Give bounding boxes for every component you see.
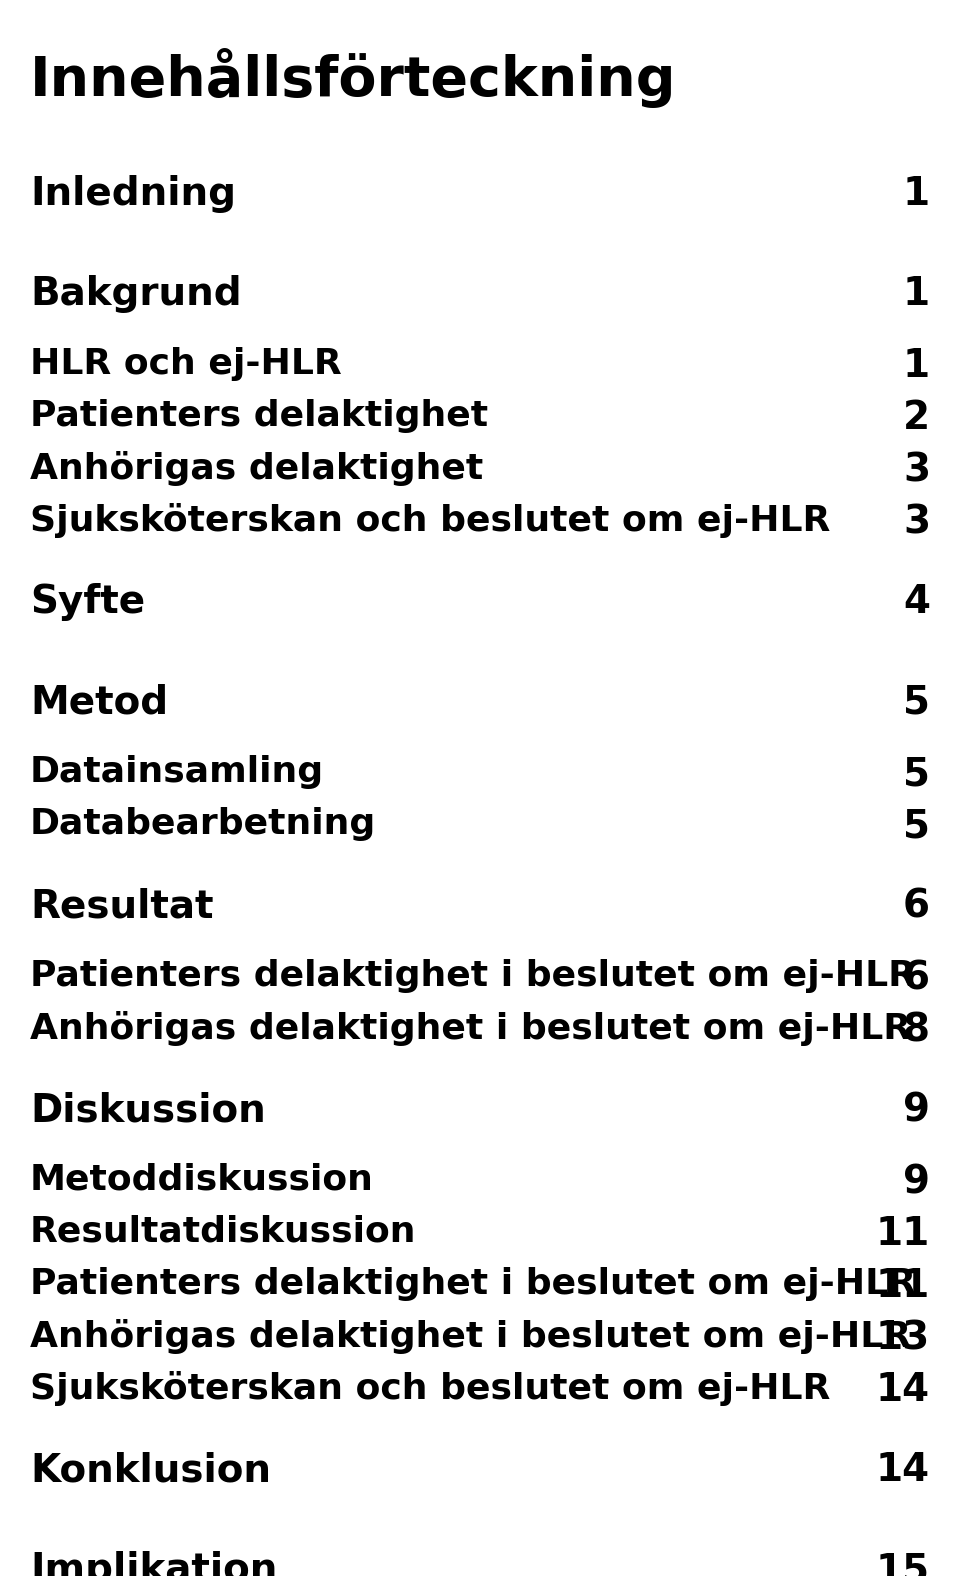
Text: 14: 14 [876,1451,930,1489]
Text: 1: 1 [902,274,930,314]
Text: Inledning: Inledning [30,175,236,213]
Text: Metod: Metod [30,682,168,720]
Text: 8: 8 [903,1010,930,1050]
Text: 1: 1 [902,175,930,213]
Text: 6: 6 [903,960,930,998]
Text: Patienters delaktighet i beslutet om ej-HLR: Patienters delaktighet i beslutet om ej-… [30,1267,916,1302]
Text: Innehållsförteckning: Innehållsförteckning [30,47,677,109]
Text: Sjuksköterskan och beslutet om ej-HLR: Sjuksköterskan och beslutet om ej-HLR [30,503,830,537]
Text: 9: 9 [903,1091,930,1128]
Text: 4: 4 [903,583,930,621]
Text: Resultatdiskussion: Resultatdiskussion [30,1215,417,1250]
Text: 5: 5 [903,755,930,793]
Text: 5: 5 [903,682,930,720]
Text: 3: 3 [902,503,930,541]
Text: 15: 15 [876,1551,930,1576]
Text: Datainsamling: Datainsamling [30,755,324,790]
Text: 11: 11 [876,1267,930,1305]
Text: Anhörigas delaktighet i beslutet om ej-HLR: Anhörigas delaktighet i beslutet om ej-H… [30,1010,911,1046]
Text: Sjuksköterskan och beslutet om ej-HLR: Sjuksköterskan och beslutet om ej-HLR [30,1371,830,1406]
Text: Anhörigas delaktighet i beslutet om ej-HLR: Anhörigas delaktighet i beslutet om ej-H… [30,1319,911,1354]
Text: Implikation: Implikation [30,1551,277,1576]
Text: 9: 9 [903,1163,930,1201]
Text: Databearbetning: Databearbetning [30,807,376,842]
Text: 11: 11 [876,1215,930,1253]
Text: 14: 14 [876,1371,930,1409]
Text: 2: 2 [902,399,930,437]
Text: 1: 1 [902,347,930,385]
Text: Diskussion: Diskussion [30,1091,266,1128]
Text: Patienters delaktighet: Patienters delaktighet [30,399,488,433]
Text: 13: 13 [876,1319,930,1357]
Text: Syfte: Syfte [30,583,145,621]
Text: 6: 6 [903,887,930,925]
Text: Bakgrund: Bakgrund [30,274,242,314]
Text: Patienters delaktighet i beslutet om ej-HLR: Patienters delaktighet i beslutet om ej-… [30,960,916,993]
Text: Konklusion: Konklusion [30,1451,271,1489]
Text: 3: 3 [902,451,930,489]
Text: HLR och ej-HLR: HLR och ej-HLR [30,347,342,381]
Text: 5: 5 [903,807,930,845]
Text: Metoddiskussion: Metoddiskussion [30,1163,373,1198]
Text: Resultat: Resultat [30,887,213,925]
Text: Anhörigas delaktighet: Anhörigas delaktighet [30,451,483,485]
